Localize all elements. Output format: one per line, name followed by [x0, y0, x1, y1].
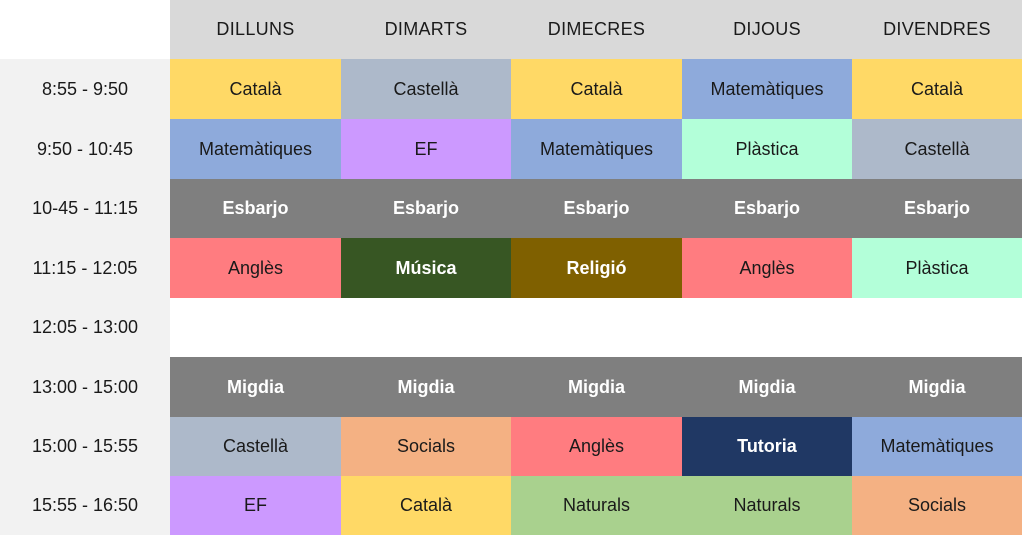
subject-cell: Socials — [341, 417, 511, 476]
header-corner — [0, 0, 170, 59]
subject-cell: Plàstica — [852, 238, 1022, 298]
subject-cell: Socials — [852, 476, 1022, 535]
subject-cell: Matemàtiques — [852, 417, 1022, 476]
subject-cell: Matemàtiques — [511, 119, 682, 179]
subject-cell: Esbarjo — [852, 179, 1022, 238]
subject-cell: Migdia — [170, 357, 341, 417]
day-header-monday: DILLUNS — [170, 0, 341, 59]
subject-cell — [682, 298, 852, 357]
subject-cell: Castellà — [852, 119, 1022, 179]
subject-cell: Anglès — [682, 238, 852, 298]
subject-cell: Religió — [511, 238, 682, 298]
subject-cell: Naturals — [682, 476, 852, 535]
time-slot-label: 9:50 - 10:45 — [0, 119, 170, 179]
subject-cell: Castellà — [341, 59, 511, 119]
subject-cell: Esbarjo — [341, 179, 511, 238]
subject-cell: Migdia — [341, 357, 511, 417]
time-slot-label: 8:55 - 9:50 — [0, 59, 170, 119]
subject-cell: Plàstica — [682, 119, 852, 179]
subject-cell: Migdia — [511, 357, 682, 417]
subject-cell — [341, 298, 511, 357]
subject-cell: Migdia — [852, 357, 1022, 417]
day-header-wednesday: DIMECRES — [511, 0, 682, 59]
subject-cell: Castellà — [170, 417, 341, 476]
time-slot-label: 10-45 - 11:15 — [0, 179, 170, 238]
day-header-tuesday: DIMARTS — [341, 0, 511, 59]
subject-cell: Música — [341, 238, 511, 298]
subject-cell — [511, 298, 682, 357]
subject-cell: Català — [341, 476, 511, 535]
subject-cell: Migdia — [682, 357, 852, 417]
subject-cell: Matemàtiques — [170, 119, 341, 179]
subject-cell: EF — [341, 119, 511, 179]
subject-cell: Tutoria — [682, 417, 852, 476]
subject-cell: Català — [170, 59, 341, 119]
subject-cell: Esbarjo — [511, 179, 682, 238]
subject-cell: Matemàtiques — [682, 59, 852, 119]
subject-cell: EF — [170, 476, 341, 535]
day-header-thursday: DIJOUS — [682, 0, 852, 59]
subject-cell: Anglès — [511, 417, 682, 476]
subject-cell: Esbarjo — [682, 179, 852, 238]
subject-cell: Anglès — [170, 238, 341, 298]
time-slot-label: 12:05 - 13:00 — [0, 298, 170, 357]
subject-cell — [852, 298, 1022, 357]
day-header-friday: DIVENDRES — [852, 0, 1022, 59]
subject-cell: Català — [852, 59, 1022, 119]
subject-cell: Esbarjo — [170, 179, 341, 238]
subject-cell: Català — [511, 59, 682, 119]
subject-cell: Naturals — [511, 476, 682, 535]
time-slot-label: 15:55 - 16:50 — [0, 476, 170, 535]
time-slot-label: 13:00 - 15:00 — [0, 357, 170, 417]
time-slot-label: 11:15 - 12:05 — [0, 238, 170, 298]
subject-cell — [170, 298, 341, 357]
time-slot-label: 15:00 - 15:55 — [0, 417, 170, 476]
